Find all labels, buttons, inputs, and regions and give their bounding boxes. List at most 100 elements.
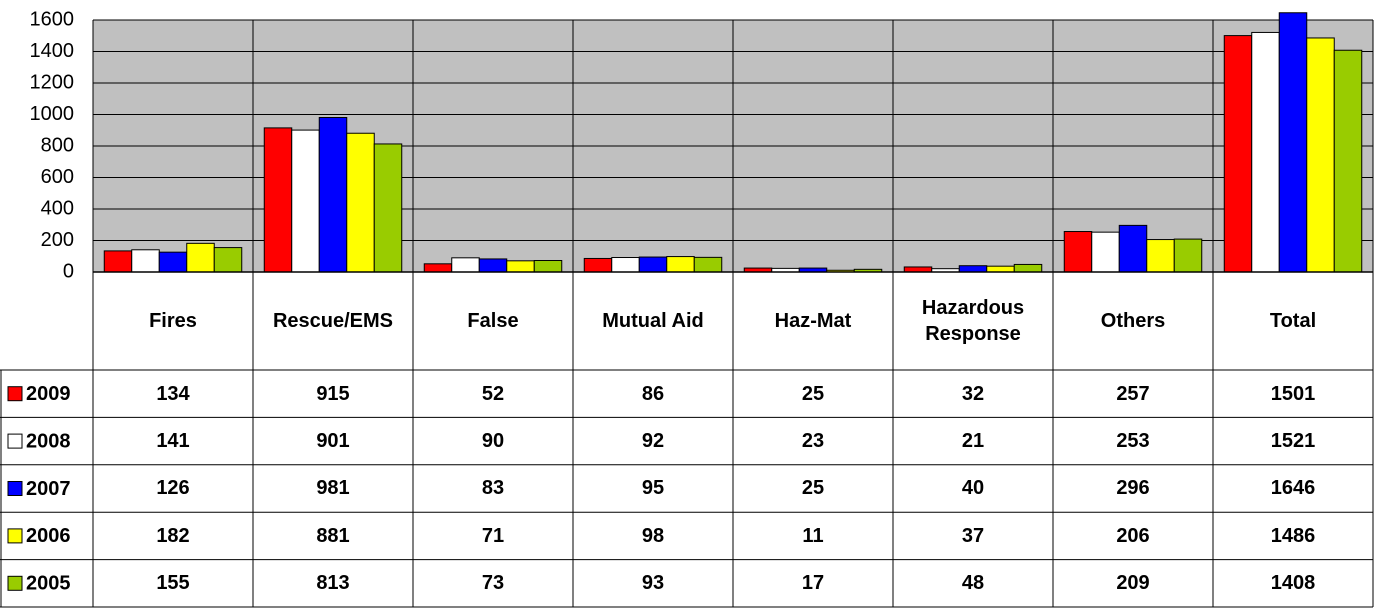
bar — [1013, 263, 1043, 272]
table-value: 209 — [1116, 572, 1150, 595]
table-value: 206 — [1116, 524, 1150, 547]
table-value: 1408 — [1270, 572, 1316, 595]
bar — [263, 127, 293, 272]
legend-label: 2007 — [26, 478, 71, 500]
y-tick-label: 1600 — [30, 8, 75, 30]
bar — [583, 257, 613, 272]
legend-key — [7, 481, 23, 496]
bar — [1091, 231, 1120, 272]
table-value: 86 — [641, 382, 665, 405]
bar — [506, 260, 535, 272]
bar — [1173, 238, 1203, 272]
legend-label: 2009 — [26, 383, 71, 405]
bar — [318, 116, 348, 272]
bar — [533, 260, 563, 272]
y-tick-label: 200 — [41, 229, 74, 251]
legend-label: 2008 — [26, 430, 71, 452]
table-value: 37 — [961, 524, 985, 547]
category-header: Rescue/EMS — [272, 310, 394, 332]
table-value: 40 — [961, 477, 985, 500]
table-value: 92 — [641, 430, 665, 453]
table-value: 71 — [481, 524, 505, 547]
bar — [1251, 31, 1280, 272]
legend-label: 2006 — [26, 525, 71, 547]
bar — [186, 242, 215, 272]
table-value: 901 — [316, 430, 350, 453]
table-value: 73 — [481, 572, 505, 595]
table-value: 1486 — [1270, 524, 1316, 547]
table-value: 257 — [1116, 382, 1150, 405]
table-value: 126 — [156, 477, 190, 500]
bar — [1223, 35, 1253, 272]
bar — [1063, 231, 1093, 272]
y-tick-label: 1000 — [30, 103, 75, 125]
table-value: 90 — [481, 430, 505, 453]
table-value: 21 — [961, 430, 985, 453]
bar — [346, 132, 375, 272]
category-header: Fires — [149, 310, 197, 332]
table-value: 296 — [1116, 477, 1150, 500]
category-header: Total — [1269, 310, 1317, 332]
category-header: Mutual Aid — [602, 310, 704, 332]
bar — [373, 143, 403, 272]
y-tick-label: 800 — [41, 134, 74, 156]
bar — [423, 263, 453, 272]
y-tick-label: 0 — [63, 260, 74, 282]
table-value: 48 — [961, 572, 985, 595]
table-value: 98 — [641, 524, 665, 547]
table-value: 25 — [801, 477, 825, 500]
legend-key — [7, 575, 23, 591]
table-value: 981 — [316, 477, 350, 500]
table-value: 182 — [156, 524, 190, 547]
bar — [478, 258, 508, 272]
legend-key — [7, 528, 23, 544]
bar — [131, 249, 160, 272]
legend-label: 2005 — [26, 573, 71, 595]
category-header: Hazardous Response — [921, 297, 1025, 345]
bar — [1333, 49, 1363, 272]
category-header: Haz-Mat — [774, 310, 852, 332]
table-value: 134 — [156, 382, 190, 405]
bar — [666, 256, 695, 272]
bar — [103, 250, 133, 272]
table-value: 32 — [961, 382, 985, 405]
bar — [1306, 37, 1335, 272]
table-value: 52 — [481, 382, 505, 405]
table-value: 155 — [156, 572, 190, 595]
table-value: 141 — [156, 430, 190, 453]
category-header: False — [467, 310, 519, 332]
legend-key — [7, 386, 23, 402]
category-header: Others — [1100, 310, 1166, 332]
table-value: 11 — [802, 524, 824, 547]
bar — [451, 257, 480, 272]
y-tick-label: 1200 — [30, 71, 75, 93]
table-value: 93 — [641, 572, 665, 595]
table-value: 1646 — [1270, 477, 1316, 500]
bar — [1278, 12, 1308, 272]
table-value: 813 — [316, 572, 350, 595]
bars — [103, 12, 1363, 272]
bar — [1146, 239, 1175, 272]
table-value: 1501 — [1270, 382, 1316, 405]
table-value: 17 — [801, 572, 825, 595]
bar — [611, 257, 640, 272]
bar — [158, 251, 188, 272]
table-value: 25 — [801, 382, 825, 405]
bar — [213, 247, 243, 272]
table-value: 1521 — [1270, 430, 1316, 453]
y-tick-label: 600 — [41, 166, 74, 188]
legend-key — [7, 433, 23, 449]
table-value: 253 — [1116, 430, 1150, 453]
y-tick-label: 1400 — [30, 40, 75, 62]
bar — [291, 129, 320, 272]
bar — [853, 268, 883, 272]
table-value: 881 — [316, 524, 350, 547]
y-tick-label: 400 — [41, 197, 74, 219]
bar — [638, 256, 668, 272]
table-value: 83 — [481, 477, 505, 500]
bar — [693, 256, 723, 272]
table-value: 95 — [641, 477, 665, 500]
table-value: 915 — [316, 382, 350, 405]
